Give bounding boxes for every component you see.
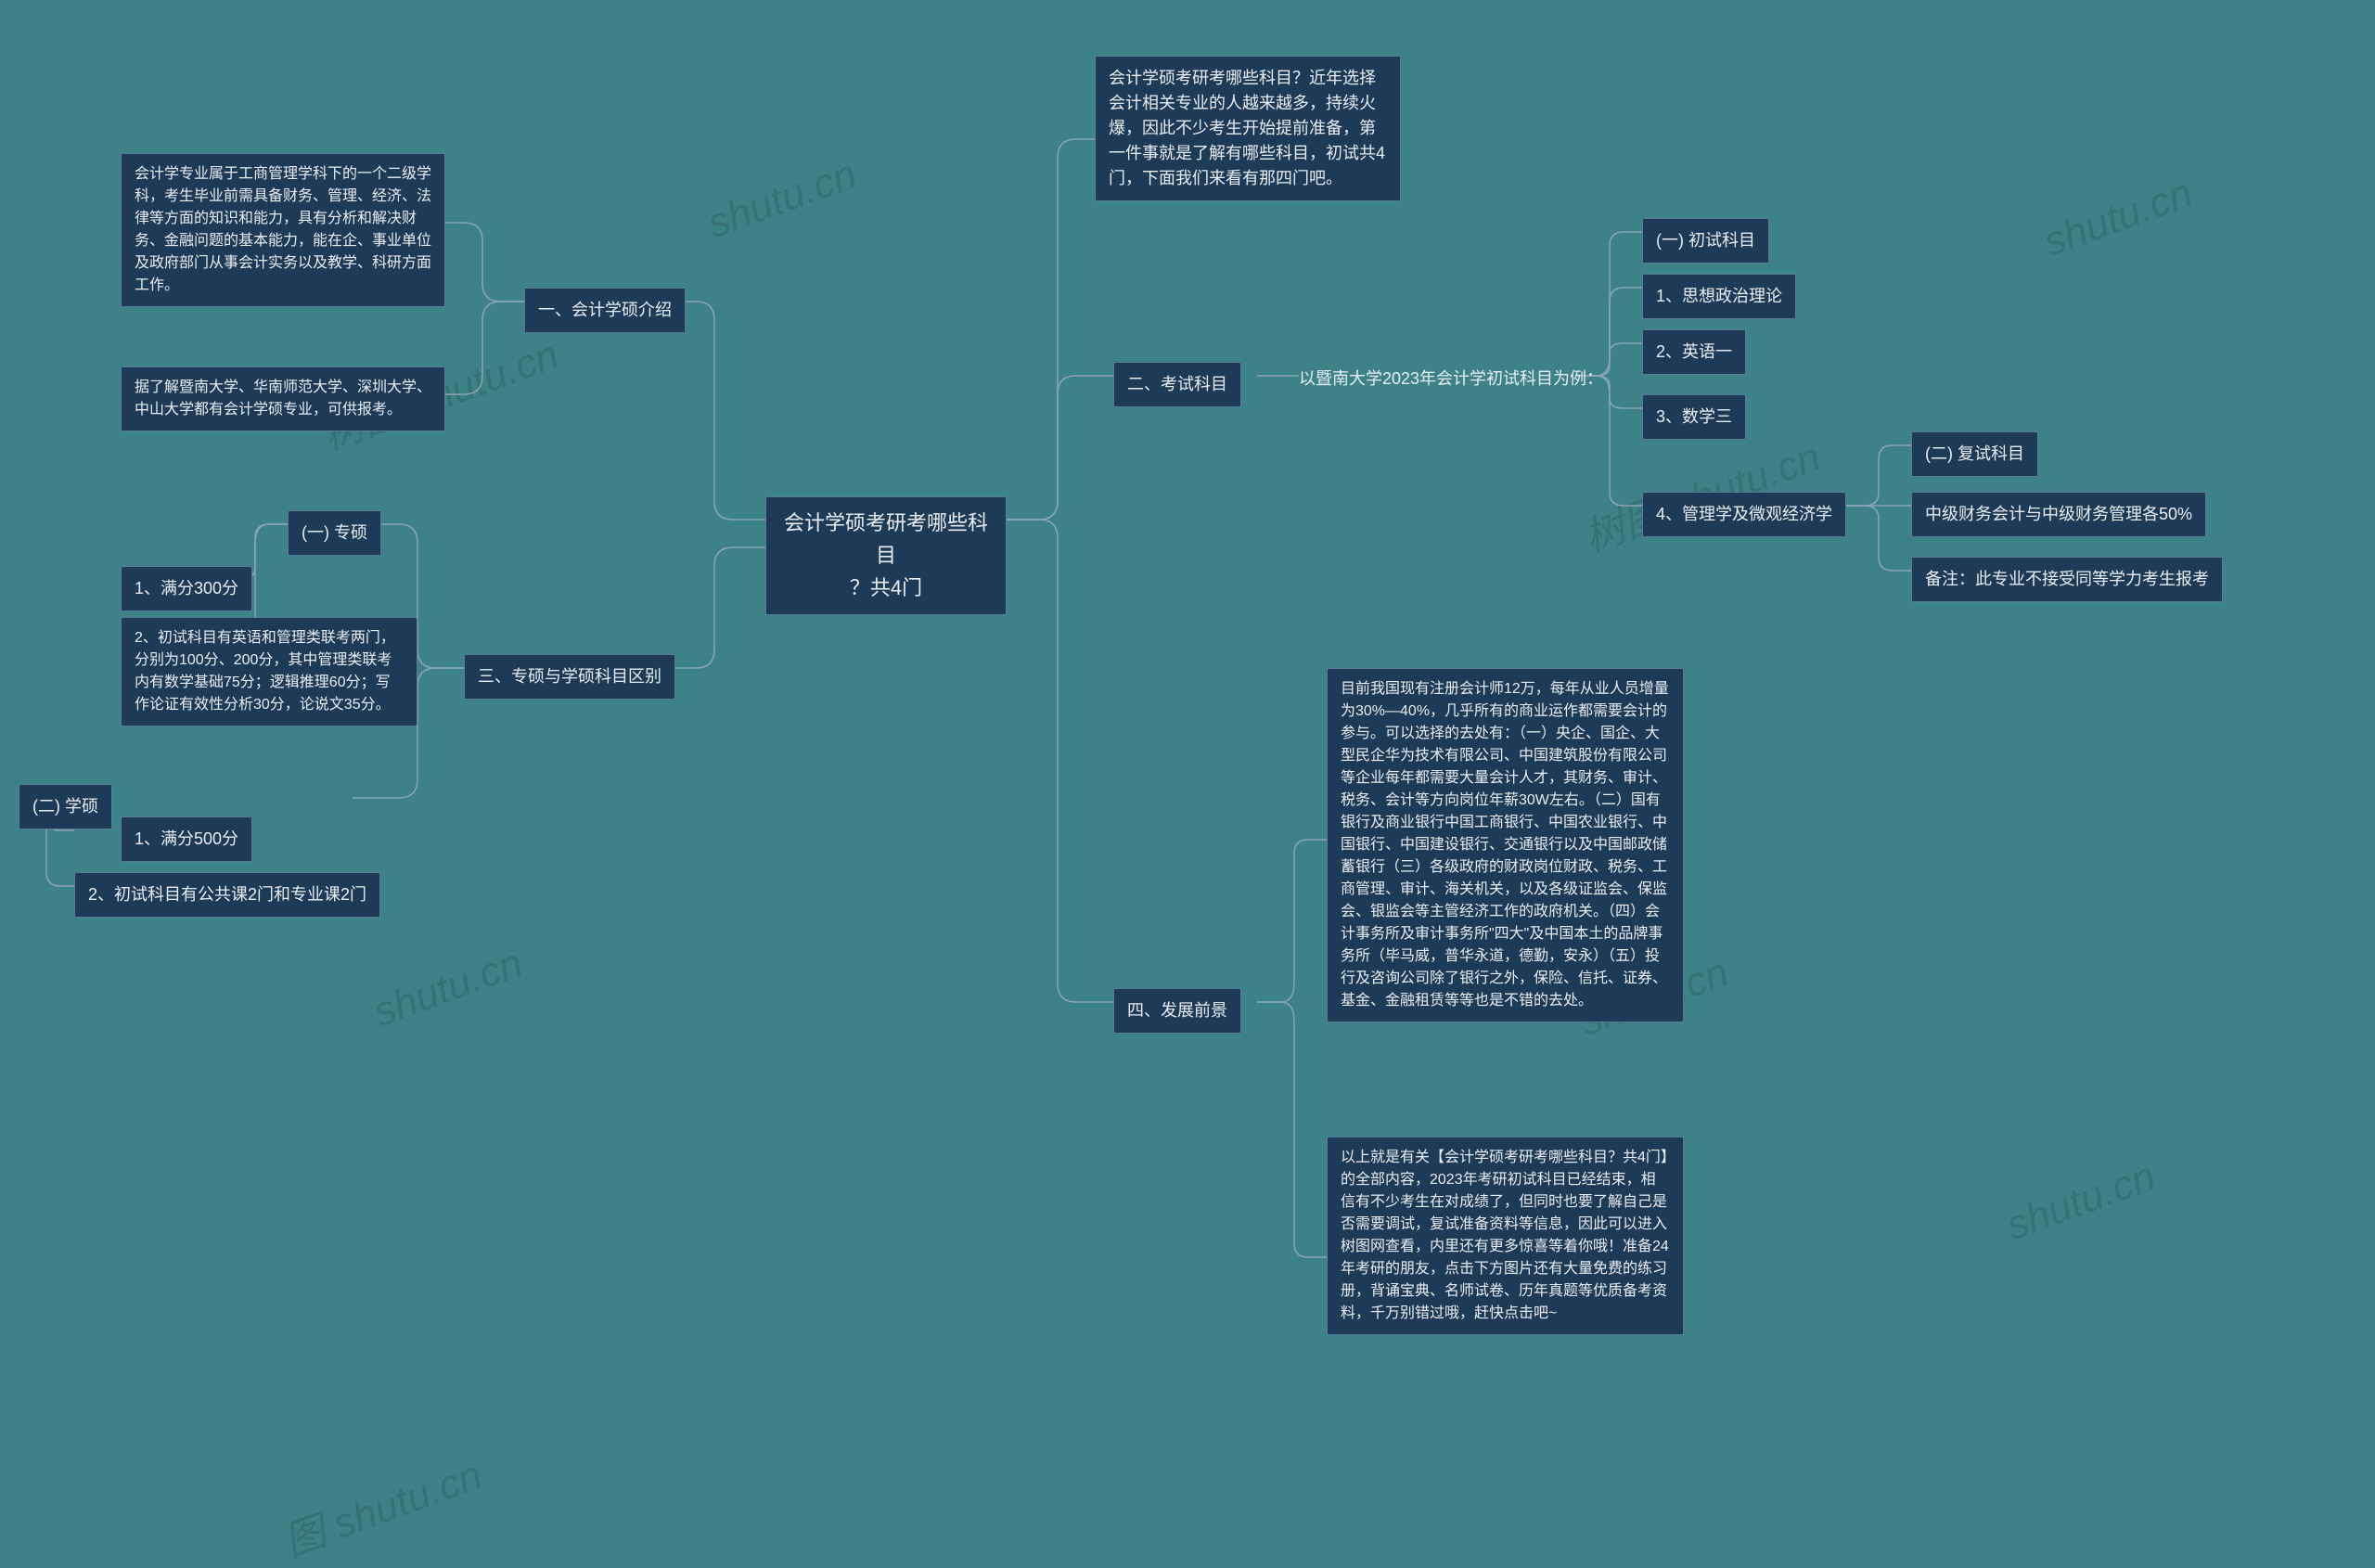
root-line2: ？共4门 [850, 576, 922, 599]
watermark: shutu.cn [701, 151, 862, 248]
sec3-zhuan-p2: 2、初试科目有英语和管理类联考两门，分别为100分、200分，其中管理类联考内有… [121, 617, 417, 726]
sec2-title: 二、考试科目 [1113, 362, 1241, 407]
watermark: 图 shutu.cn [275, 1442, 489, 1568]
root-line1: 会计学硕考研考哪些科目 [784, 511, 988, 567]
sec2-fu-label: (二) 复试科目 [1911, 431, 2038, 477]
sec3-title: 三、专硕与学硕科目区别 [464, 654, 675, 700]
sec4-box1: 目前我国现有注册会计师12万，每年从业人员增量为30%—40%，几乎所有的商业运… [1327, 668, 1684, 1022]
sec2-s1: 1、思想政治理论 [1642, 274, 1796, 319]
sec3-xue-p1: 1、满分500分 [121, 816, 252, 862]
sec2-note: 备注：此专业不接受同等学力考生报考 [1911, 557, 2223, 602]
watermark: shutu.cn [2000, 1153, 2161, 1250]
sec1-title: 一、会计学硕介绍 [524, 288, 686, 333]
sec3-zhuan-p1: 1、满分300分 [121, 566, 252, 611]
intro-box: 会计学硕考研考哪些科目？近年选择会计相关专业的人越来越多，持续火爆，因此不少考生… [1095, 56, 1401, 201]
sec4-box2: 以上就是有关【会计学硕考研考哪些科目？共4门】的全部内容，2023年考研初试科目… [1327, 1137, 1684, 1335]
sec2-s3: 3、数学三 [1642, 394, 1746, 440]
sec2-s2: 2、英语一 [1642, 329, 1746, 375]
sec1-box1: 会计学专业属于工商管理学科下的一个二级学科，考生毕业前需具备财务、管理、经济、法… [121, 153, 445, 307]
watermark: shutu.cn [367, 940, 528, 1036]
sec3-xue-p2: 2、初试科目有公共课2门和专业课2门 [74, 872, 380, 918]
sec2-chu-label: (一) 初试科目 [1642, 218, 1769, 263]
root-node: 会计学硕考研考哪些科目 ？共4门 [765, 496, 1007, 615]
sec3-xue-label: (二) 学硕 [19, 784, 112, 829]
sec2-s4: 4、管理学及微观经济学 [1642, 492, 1846, 537]
sec2-fu-content: 中级财务会计与中级财务管理各50% [1911, 492, 2206, 537]
sec3-zhuan-label: (一) 专硕 [288, 510, 381, 556]
sec4-title: 四、发展前景 [1113, 988, 1241, 1034]
sec1-box2: 据了解暨南大学、华南师范大学、深圳大学、中山大学都有会计学硕专业，可供报考。 [121, 366, 445, 431]
watermark: shutu.cn [2037, 170, 2198, 266]
sec2-example: 以暨南大学2023年会计学初试科目为例： [1299, 366, 1603, 392]
